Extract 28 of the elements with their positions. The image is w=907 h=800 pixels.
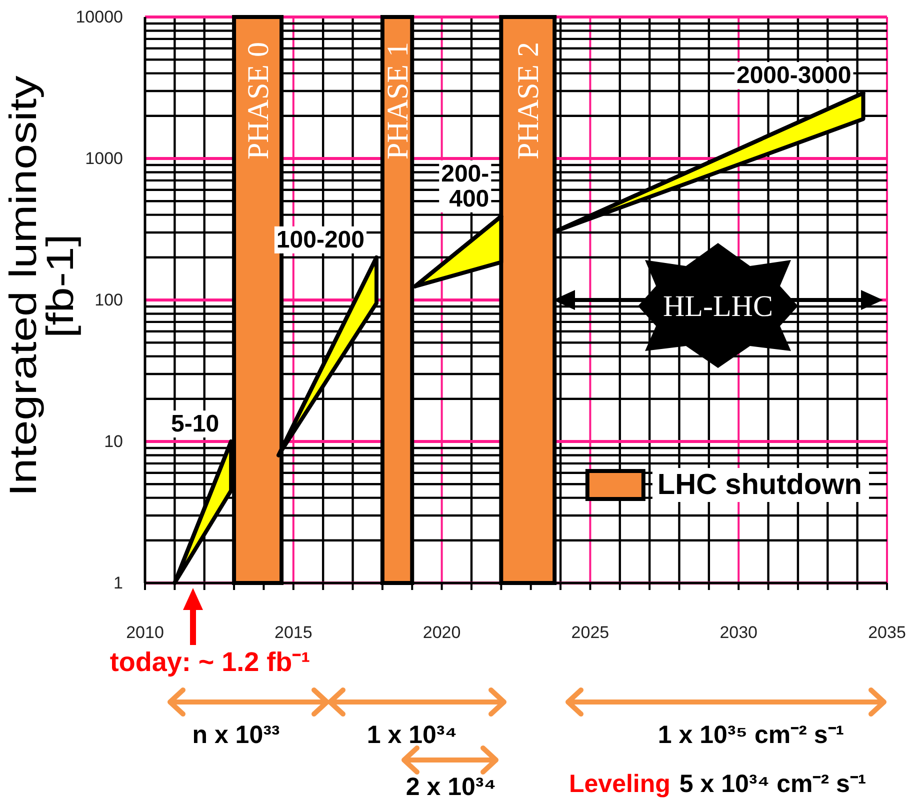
x-tick-label: 2010 [126, 623, 164, 642]
x-tick-label: 2015 [274, 623, 312, 642]
band-label: PHASE 2 [512, 42, 545, 160]
text: 5 x 10³⁴ cm⁻² s⁻¹ [679, 770, 866, 798]
band-label: PHASE 0 [242, 42, 275, 160]
x-tick-label: 2035 [868, 623, 906, 642]
text: 2 x 10³⁴ [406, 773, 496, 800]
x-tick-label: 2030 [720, 623, 758, 642]
text: 1 x 10³⁵ cm⁻² s⁻¹ [658, 721, 844, 749]
x-tick-label: 2025 [571, 623, 610, 642]
y-tick-label: 100 [94, 290, 123, 310]
y-tick-label: 10000 [76, 7, 123, 26]
y-tick-label: 10 [104, 432, 123, 451]
y-axis-title: Integrated luminosity [fb-1] [2, 76, 82, 496]
annotation: HL-LHC [663, 290, 773, 323]
data-label: 2000-3000 [736, 62, 852, 90]
annotation: LHC shutdown [657, 469, 862, 501]
data-label: 100-200 [276, 226, 365, 254]
text: n x 10³³ [192, 721, 280, 749]
data-label: 5-10 [171, 410, 220, 438]
text: 1 x 10³⁴ [366, 721, 458, 749]
y-tick-label: 1000 [85, 148, 123, 168]
text: today: ~ 1.2 fb⁻¹ [110, 647, 310, 677]
x-tick-label: 2020 [422, 623, 461, 642]
data-label: 200- 400 [441, 160, 490, 212]
y-tick-label: 1 [114, 573, 123, 592]
band-label: PHASE 1 [381, 42, 414, 160]
text: Leveling [569, 770, 670, 798]
